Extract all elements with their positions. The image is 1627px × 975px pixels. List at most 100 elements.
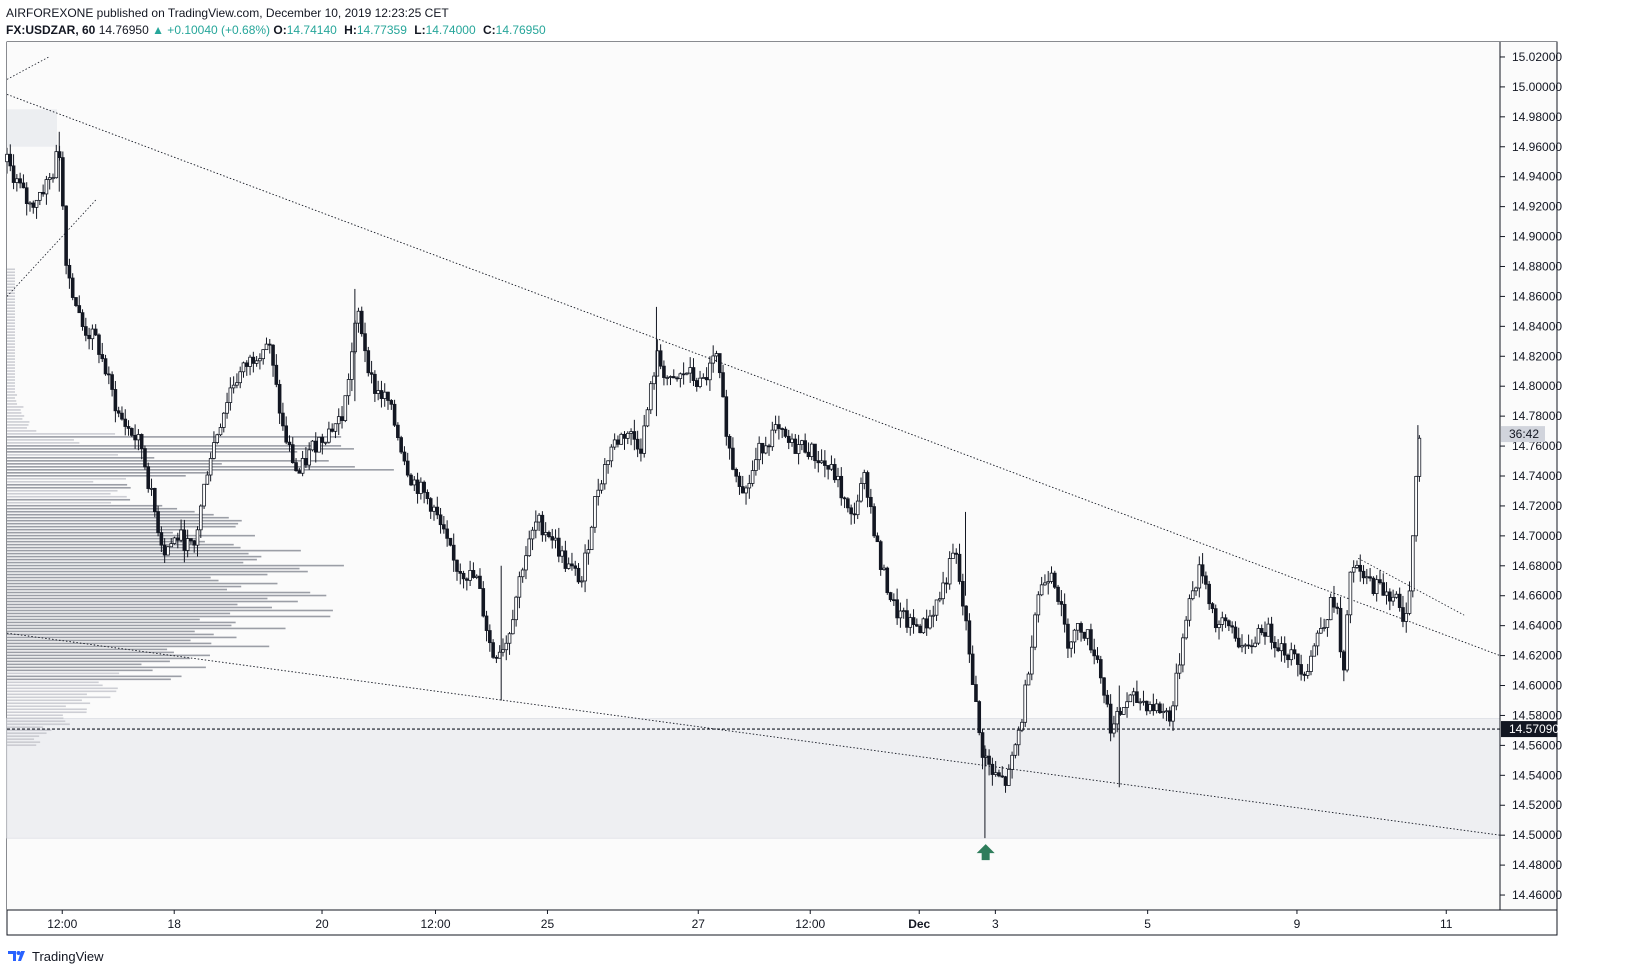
volume-profile-bar xyxy=(7,355,15,357)
candle-body xyxy=(136,434,141,441)
volume-profile-bar xyxy=(7,651,174,654)
y-axis[interactable]: 15.02000 15.00000 14.98000 14.96000 14.94000… xyxy=(1499,42,1562,910)
candle-body xyxy=(415,479,420,494)
candle-body xyxy=(852,513,857,516)
candle-body xyxy=(215,434,220,443)
candle-body xyxy=(550,536,555,541)
candle-body xyxy=(221,412,226,428)
x-tick-label: 3 xyxy=(992,917,999,931)
candle-body xyxy=(625,432,630,439)
candle-body xyxy=(1059,601,1064,605)
volume-profile-bar xyxy=(7,424,29,426)
candle-body xyxy=(685,372,689,375)
candle-body xyxy=(763,445,768,454)
candle-body xyxy=(540,514,545,536)
candle-body xyxy=(228,387,233,403)
candle-body xyxy=(1404,612,1409,622)
candle-body xyxy=(1029,646,1034,675)
candle-body xyxy=(254,360,259,364)
volume-profile-bar xyxy=(7,361,15,363)
volume-profile-bar xyxy=(7,397,15,399)
candle-body xyxy=(448,537,453,546)
candle-body xyxy=(865,472,870,498)
candle-body xyxy=(839,475,844,499)
candle-body xyxy=(714,353,719,357)
trendline-short[interactable] xyxy=(6,198,97,297)
volume-profile-bar xyxy=(7,648,168,651)
candle-body xyxy=(212,442,216,459)
high-label: H: xyxy=(344,23,357,37)
candle-body xyxy=(409,474,413,486)
volume-profile-bar xyxy=(7,504,163,507)
trendline-descending-support[interactable] xyxy=(6,632,1501,836)
candle-body xyxy=(107,373,111,376)
volume-profile-bar xyxy=(7,346,15,348)
candle-body xyxy=(619,433,624,445)
candle-body xyxy=(261,349,265,360)
candle-body xyxy=(537,514,541,523)
candle-body xyxy=(1411,535,1415,592)
candle-body xyxy=(38,191,42,201)
volume-profile-bar xyxy=(7,280,15,283)
candle-body xyxy=(1161,711,1165,714)
candle-body xyxy=(267,343,272,346)
volume-profile-bar xyxy=(7,594,327,597)
y-tick-label: 14.80000 xyxy=(1512,379,1562,393)
y-tick-label: 15.02000 xyxy=(1512,50,1562,64)
candle-body xyxy=(67,264,72,279)
symbol-label[interactable]: FX:USDZAR, 60 xyxy=(6,23,96,37)
y-tick-label: 14.70000 xyxy=(1512,529,1562,543)
candle-body xyxy=(1036,594,1041,616)
volume-profile-bar xyxy=(7,352,15,354)
trendline-top[interactable] xyxy=(6,56,49,80)
candle-body xyxy=(882,567,886,570)
volume-profile-bar xyxy=(7,633,214,636)
price-label: 14.57090 xyxy=(1509,722,1559,736)
candle-body xyxy=(1236,637,1241,648)
volume-profile-bar xyxy=(7,463,222,465)
candle-body xyxy=(629,431,633,434)
y-tick-label: 14.68000 xyxy=(1512,559,1562,573)
candle-body xyxy=(422,481,426,493)
candle-body xyxy=(93,328,98,336)
candle-body xyxy=(116,410,121,414)
candle-body xyxy=(1253,642,1257,647)
candle-body xyxy=(1263,632,1267,637)
candle-body xyxy=(274,364,279,385)
candle-body xyxy=(175,537,180,541)
candle-body xyxy=(1082,631,1087,639)
candle-body xyxy=(126,426,131,429)
y-tick-label: 14.54000 xyxy=(1512,768,1562,782)
support-zone-layer xyxy=(6,718,1501,839)
candle-body xyxy=(130,428,134,436)
candle-body xyxy=(987,755,991,765)
candle-body xyxy=(238,371,243,384)
candle-body xyxy=(1131,691,1136,696)
candle-body xyxy=(990,763,995,775)
candle-body xyxy=(1085,629,1090,639)
countdown-label: 36:42 xyxy=(1509,427,1539,441)
x-axis[interactable]: 12:00 18 20 12:00 25 27 12:00 Dec 3 5 9 11 xyxy=(47,910,1453,931)
volume-profile-bar xyxy=(7,588,227,591)
candle-body xyxy=(1194,587,1198,592)
candle-body xyxy=(327,428,331,443)
candle-body xyxy=(655,350,660,377)
candle-body xyxy=(1394,593,1399,598)
candle-body xyxy=(392,403,397,426)
volume-profile-bar xyxy=(7,507,178,510)
volume-profile-bar xyxy=(7,723,70,726)
candle-body xyxy=(41,191,45,195)
candle-body xyxy=(103,358,108,375)
candle-body xyxy=(1184,619,1188,639)
candle-body xyxy=(1026,673,1031,686)
candle-body xyxy=(734,468,738,477)
candle-body xyxy=(44,179,49,195)
candle-body xyxy=(307,449,311,466)
high-value: 14.77359 xyxy=(356,23,407,37)
candle-body xyxy=(244,362,249,367)
candle-body xyxy=(1016,729,1021,746)
candle-body xyxy=(1269,623,1274,643)
candle-body xyxy=(1000,775,1005,778)
candle-body xyxy=(435,506,440,516)
